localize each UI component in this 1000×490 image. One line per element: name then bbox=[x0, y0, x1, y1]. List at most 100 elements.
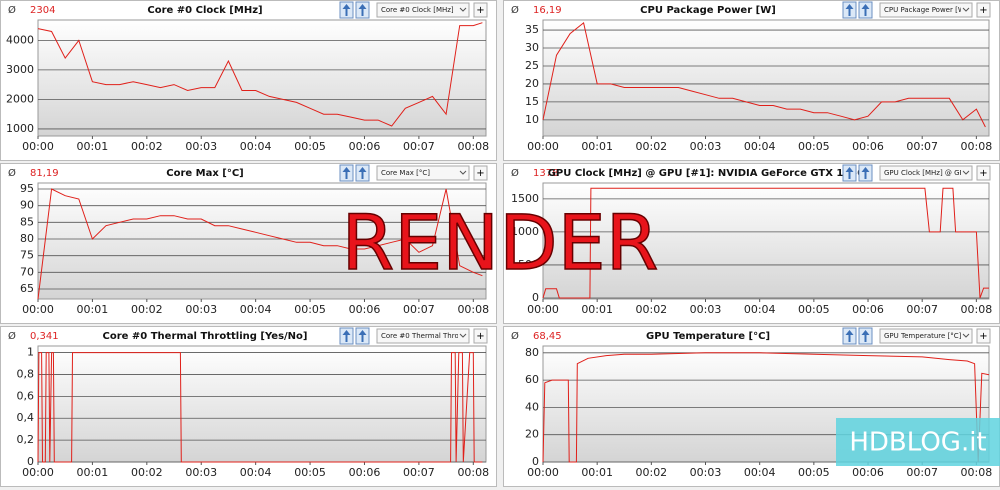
x-tick-label: 00:03 bbox=[690, 303, 722, 316]
selector-text: GPU Clock [MHz] @ GPU bbox=[884, 169, 969, 177]
plot-area bbox=[37, 19, 487, 137]
x-tick-label: 00:02 bbox=[635, 140, 667, 153]
x-tick-label: 00:01 bbox=[581, 140, 613, 153]
x-tick-label: 00:06 bbox=[852, 466, 884, 479]
panel-title: Core #0 Thermal Throttling [Yes/No] bbox=[103, 331, 308, 342]
x-tick-label: 00:02 bbox=[131, 140, 163, 153]
add-button-label: + bbox=[979, 5, 987, 16]
x-tick-label: 00:00 bbox=[22, 303, 54, 316]
x-tick-label: 00:00 bbox=[527, 140, 559, 153]
y-tick-label: 1 bbox=[27, 346, 34, 359]
panel: Ø 2304 Core #0 Clock [MHz] Core #0 Clock [M… bbox=[0, 0, 497, 161]
scale-icon bbox=[342, 167, 351, 179]
selector[interactable] bbox=[376, 165, 470, 181]
scale-icon bbox=[358, 4, 367, 16]
y-tick-label: 3000 bbox=[6, 63, 34, 76]
data-line bbox=[542, 22, 986, 128]
add-button[interactable] bbox=[976, 2, 991, 18]
data-line bbox=[542, 187, 989, 299]
y-tick-label: 0 bbox=[27, 455, 34, 468]
x-tick-label: 00:00 bbox=[527, 303, 559, 316]
scale-icon bbox=[861, 4, 870, 16]
add-button-label: + bbox=[476, 331, 484, 342]
y-tick-label: 1500 bbox=[511, 192, 539, 205]
x-tick-label: 00:00 bbox=[527, 466, 559, 479]
x-tick-label: 00:06 bbox=[349, 140, 381, 153]
y-tick-label: 25 bbox=[525, 59, 539, 72]
y-tick-label: 80 bbox=[525, 346, 539, 359]
selector[interactable] bbox=[879, 328, 973, 344]
selector-text: Core Max [°C] bbox=[381, 169, 430, 177]
x-tick-label: 00:05 bbox=[294, 140, 326, 153]
watermark-box bbox=[836, 418, 1000, 466]
add-button[interactable] bbox=[976, 328, 991, 344]
y-tick-label: 30 bbox=[525, 41, 539, 54]
panel: Ø 81,19 Core Max [°C] Core Max [°C] +65 70 75 8… bbox=[0, 163, 497, 324]
selector-text: GPU Temperature [°C] bbox=[884, 332, 962, 340]
y-tick-label: 0 bbox=[532, 455, 539, 468]
panel-title: Core Max [°C] bbox=[166, 168, 244, 179]
x-tick-label: 00:07 bbox=[403, 466, 435, 479]
x-tick-label: 00:08 bbox=[457, 303, 489, 316]
x-tick-label: 00:07 bbox=[906, 303, 938, 316]
selector[interactable] bbox=[376, 2, 470, 18]
add-button[interactable] bbox=[473, 165, 488, 181]
selector[interactable] bbox=[376, 328, 470, 344]
selector-arrow bbox=[459, 7, 467, 12]
x-tick-label: 00:03 bbox=[185, 466, 217, 479]
y-tick-label: 0,2 bbox=[17, 433, 35, 446]
x-tick-label: 00:06 bbox=[349, 303, 381, 316]
panel: Ø 16,19 CPU Package Power [W] CPU Package P… bbox=[503, 0, 1000, 161]
watermark: HDBLOG.it bbox=[849, 428, 986, 458]
add-button[interactable] bbox=[473, 328, 488, 344]
x-tick-label: 00:04 bbox=[744, 140, 776, 153]
y-tick-label: 0,4 bbox=[17, 411, 35, 424]
selector[interactable] bbox=[879, 165, 973, 181]
scale-icon bbox=[342, 4, 351, 16]
y-tick-label: 60 bbox=[525, 373, 539, 386]
y-tick-label: 20 bbox=[525, 77, 539, 90]
data-line bbox=[542, 352, 990, 463]
x-tick-label: 00:01 bbox=[77, 303, 109, 316]
add-button-label: + bbox=[476, 5, 484, 16]
overlay-text: RENDER bbox=[341, 198, 658, 287]
y-tick-label: 65 bbox=[20, 282, 34, 295]
y-tick-label: 2000 bbox=[6, 92, 34, 105]
x-tick-label: 00:05 bbox=[798, 303, 830, 316]
x-tick-label: 00:07 bbox=[403, 140, 435, 153]
panel-title: Core #0 Clock [MHz] bbox=[147, 5, 262, 16]
x-tick-label: 00:01 bbox=[581, 303, 613, 316]
average-value: 16,19 bbox=[533, 5, 562, 16]
scale-icon bbox=[861, 330, 870, 342]
selector-arrow bbox=[459, 170, 467, 175]
data-line bbox=[37, 22, 483, 127]
x-tick-label: 00:02 bbox=[131, 303, 163, 316]
add-button[interactable] bbox=[473, 2, 488, 18]
x-tick-label: 00:00 bbox=[22, 140, 54, 153]
x-tick-label: 00:07 bbox=[403, 303, 435, 316]
add-button-label: + bbox=[979, 168, 987, 179]
selector-text: Core #0 Thermal Throttlin bbox=[381, 332, 473, 340]
average-value: 2304 bbox=[30, 5, 55, 16]
y-tick-label: 15 bbox=[525, 95, 539, 108]
x-tick-label: 00:08 bbox=[961, 466, 993, 479]
x-tick-label: 00:03 bbox=[690, 140, 722, 153]
add-button[interactable] bbox=[976, 165, 991, 181]
x-tick-label: 00:07 bbox=[906, 140, 938, 153]
average-value: 1378 bbox=[533, 168, 558, 179]
x-tick-label: 00:01 bbox=[77, 466, 109, 479]
scale-icon bbox=[358, 167, 367, 179]
scale-icon bbox=[861, 167, 870, 179]
average-symbol: Ø bbox=[511, 4, 519, 16]
selector-arrow bbox=[459, 333, 467, 338]
selector[interactable] bbox=[879, 2, 973, 18]
x-tick-label: 00:06 bbox=[852, 140, 884, 153]
panel: Ø 0,341 Core #0 Thermal Throttling [Yes/No… bbox=[0, 326, 497, 487]
y-tick-label: 75 bbox=[20, 249, 34, 262]
scale-icon bbox=[845, 167, 854, 179]
scale-icon bbox=[845, 330, 854, 342]
y-tick-label: 20 bbox=[525, 428, 539, 441]
panel-title: CPU Package Power [W] bbox=[640, 5, 776, 16]
selector-arrow bbox=[962, 170, 970, 175]
